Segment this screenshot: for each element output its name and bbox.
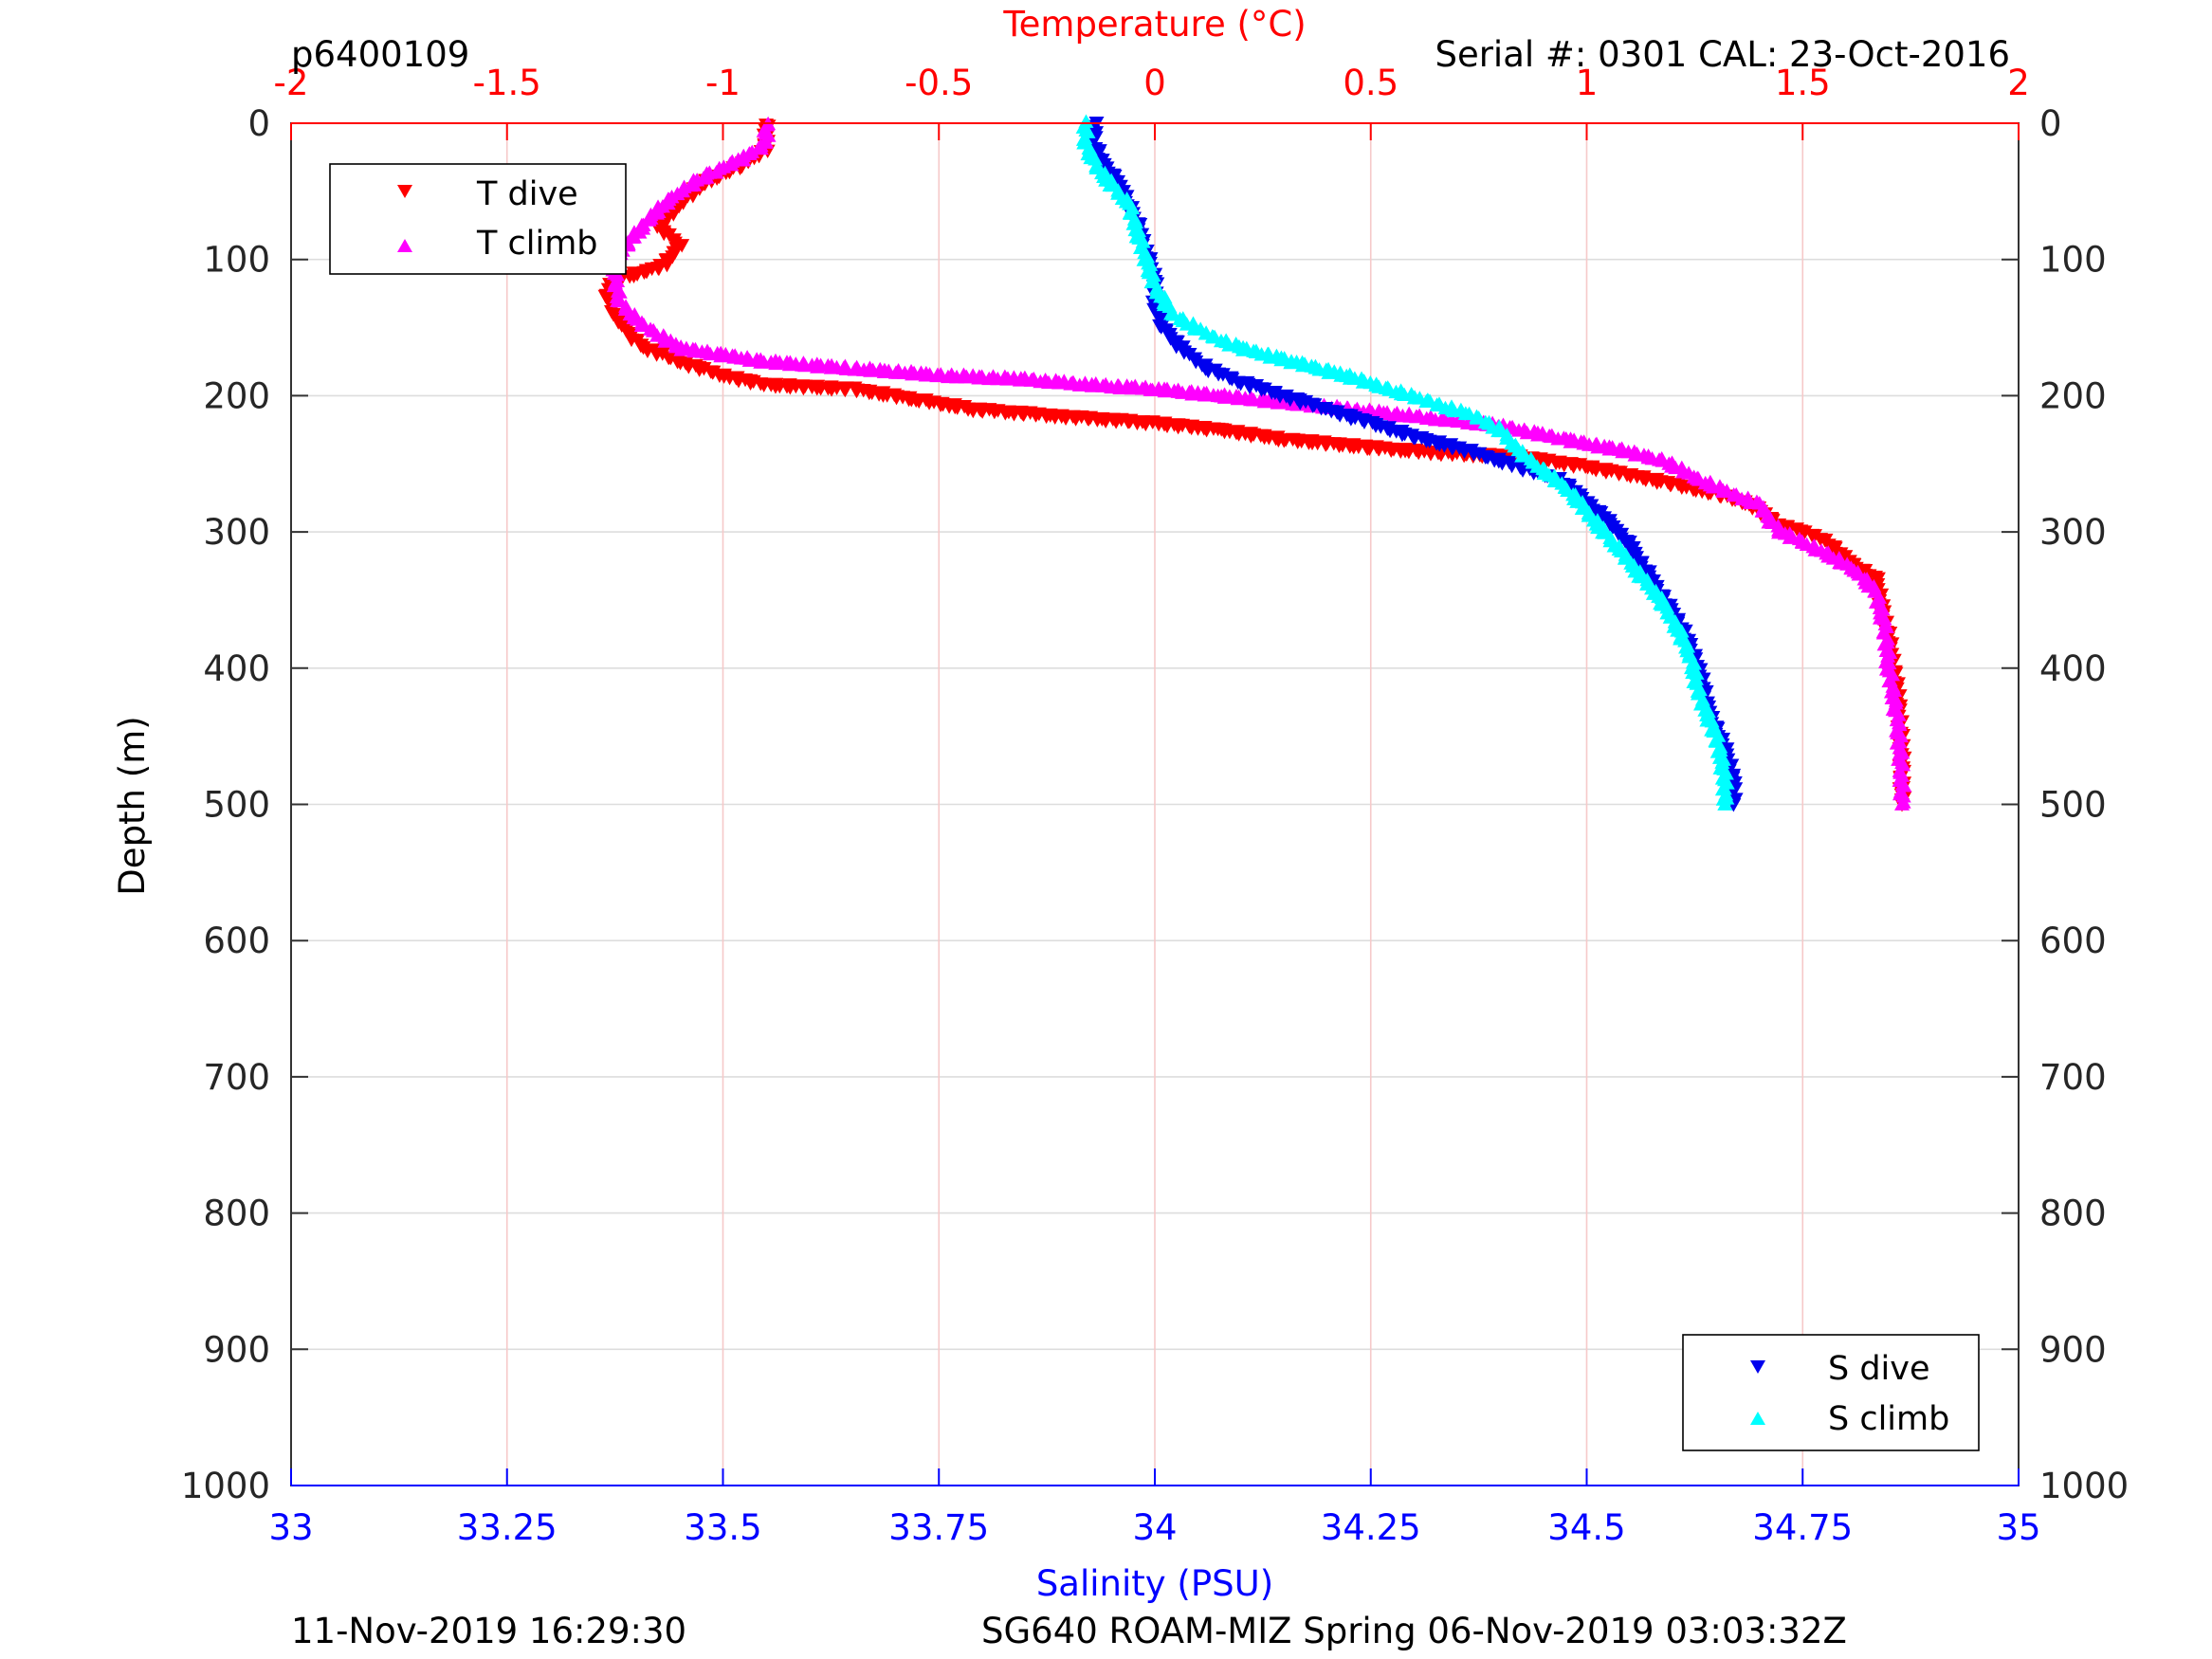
depth-tick-label-left: 500: [203, 785, 270, 826]
depth-tick-label-left: 1000: [181, 1466, 270, 1506]
profile-id: p6400109: [291, 34, 469, 75]
legend-t-dive-label: T dive: [476, 175, 578, 213]
depth-tick-label-right: 300: [2039, 512, 2107, 553]
temperature-tick-label: 1.5: [1775, 63, 1831, 103]
serial-cal-label: Serial #: 0301 CAL: 23-Oct-2016: [1435, 34, 2010, 75]
footer-mission: SG640 ROAM-MIZ Spring 06-Nov-2019 03:03:…: [981, 1611, 1847, 1651]
depth-tick-label-right: 400: [2039, 648, 2107, 689]
series-t-climb: [605, 116, 1912, 811]
s-climb-point: [1717, 796, 1733, 811]
footer-timestamp: 11-Nov-2019 16:29:30: [291, 1611, 686, 1651]
depth-tick-label-left: 700: [203, 1057, 270, 1098]
depth-tick-label-left: 100: [203, 240, 270, 281]
depth-tick-label-right: 900: [2039, 1329, 2107, 1370]
t-climb-point: [1894, 796, 1910, 811]
t-climb-point: [1892, 746, 1908, 760]
salinity-tick-label: 34.25: [1321, 1507, 1421, 1548]
legend-t-climb-marker: [397, 239, 412, 252]
depth-tick-label-right: 600: [2039, 921, 2107, 961]
s-climb-point: [1157, 289, 1173, 304]
s-climb-point: [1673, 624, 1690, 638]
salinity-tick-label: 33: [268, 1507, 313, 1548]
depth-tick-label-left: 200: [203, 375, 270, 416]
depth-tick-label-right: 100: [2039, 240, 2107, 281]
legend-t-dive-marker: [397, 185, 412, 198]
temperature-tick-label: -1: [705, 63, 740, 103]
legend-salinity: S dive S climb: [1682, 1334, 1980, 1451]
legend-s-climb-label: S climb: [1828, 1400, 1949, 1438]
temperature-tick-label: -0.5: [905, 63, 973, 103]
salinity-tick-label: 34.5: [1547, 1507, 1625, 1548]
salinity-tick-label: 33.5: [684, 1507, 761, 1548]
depth-tick-label-right: 800: [2039, 1194, 2107, 1234]
salinity-tick-label: 34: [1132, 1507, 1177, 1548]
temperature-tick-label: 0: [1143, 63, 1166, 103]
depth-tick-label-right: 700: [2039, 1057, 2107, 1098]
temperature-tick-label: 0.5: [1343, 63, 1398, 103]
legend-t-climb-label: T climb: [476, 225, 598, 263]
legend-s-dive-label: S dive: [1828, 1350, 1930, 1388]
salinity-tick-label: 34.75: [1752, 1507, 1853, 1548]
depth-tick-label-right: 200: [2039, 375, 2107, 416]
legend-s-dive-marker: [1750, 1360, 1765, 1374]
depth-tick-label-left: 900: [203, 1329, 270, 1370]
depth-axis-title: Depth (m): [112, 716, 153, 895]
depth-tick-label-left: 0: [247, 103, 270, 144]
salinity-tick-label: 33.75: [888, 1507, 989, 1548]
salinity-tick-label: 33.25: [457, 1507, 558, 1548]
t-climb-point: [1876, 611, 1892, 626]
salinity-axis-title: Salinity (PSU): [1036, 1563, 1273, 1604]
legend-temperature-box: [329, 163, 627, 275]
depth-tick-label-right: 0: [2039, 103, 2062, 144]
legend-s-climb-marker: [1750, 1412, 1765, 1425]
temperature-axis-title: Temperature (°C): [1002, 4, 1306, 45]
salinity-tick-label: 35: [1996, 1507, 2040, 1548]
depth-tick-label-left: 800: [203, 1194, 270, 1234]
temperature-tick-label: -1.5: [473, 63, 541, 103]
temperature-tick-label: -2: [274, 63, 309, 103]
depth-tick-label-left: 600: [203, 921, 270, 961]
axes: 0 0 100 100 200 200 300 300 400 400 500 500 600 600 70…: [181, 63, 2129, 1548]
temperature-tick-label: 2: [2007, 63, 2030, 103]
depth-tick-label-right: 500: [2039, 785, 2107, 826]
legend-temperature: T dive T climb: [329, 163, 627, 275]
depth-tick-label-left: 400: [203, 648, 270, 689]
depth-tick-label-left: 300: [203, 512, 270, 553]
legend-salinity-box: [1682, 1334, 1980, 1451]
s-dive-point: [1307, 398, 1323, 412]
series-layer: [597, 114, 1912, 812]
series-s-climb: [1075, 114, 1735, 811]
temperature-tick-label: 1: [1576, 63, 1599, 103]
depth-tick-label-right: 1000: [2039, 1466, 2129, 1506]
